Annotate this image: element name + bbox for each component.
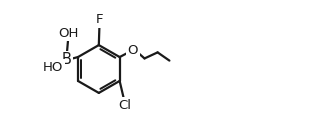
Text: F: F [96,13,103,26]
Text: O: O [128,44,138,57]
Text: HO: HO [43,61,63,74]
Text: B: B [61,52,71,67]
Text: Cl: Cl [119,99,132,112]
Text: OH: OH [58,27,78,40]
